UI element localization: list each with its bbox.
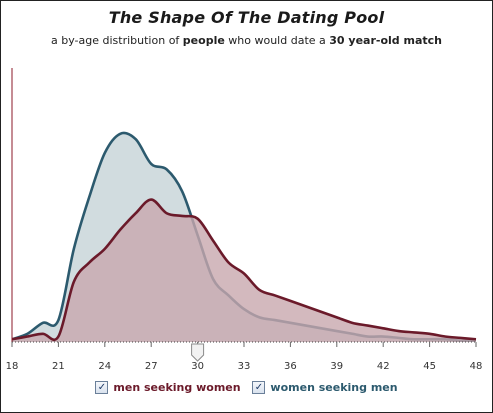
legend-item-men[interactable]: ✓ men seeking women [95, 381, 241, 394]
x-tick-label: 48 [470, 361, 483, 372]
x-tick-label: 42 [377, 361, 390, 372]
checkbox-women-seeking-men[interactable]: ✓ [252, 381, 266, 394]
x-tick-label: 21 [52, 361, 65, 372]
chart-title: The Shape Of The Dating Pool [108, 8, 385, 27]
legend-label-women: women seeking men [270, 381, 398, 394]
legend-item-women[interactable]: ✓ women seeking men [252, 381, 398, 394]
legend: ✓ men seeking women ✓ women seeking men [0, 380, 493, 394]
age-slider[interactable] [191, 343, 205, 362]
subtitle-bold-1: people [182, 34, 225, 47]
area-fill-men [12, 199, 476, 342]
subtitle-text-2: who would date a [224, 34, 330, 47]
x-tick-label: 39 [330, 361, 343, 372]
x-tick-label: 36 [284, 361, 297, 372]
series-areas [11, 131, 477, 343]
subtitle-bold-2: 30 year-old match [329, 34, 442, 47]
x-tick-label: 24 [98, 361, 111, 372]
slider-handle[interactable] [191, 343, 205, 362]
x-axis-ticks: 18 21 24 27 30 33 36 39 42 45 48 [6, 342, 483, 372]
subtitle-text-1: a by-age distribution of [51, 34, 183, 47]
x-tick-label: 27 [145, 361, 158, 372]
checkbox-men-seeking-women[interactable]: ✓ [95, 381, 109, 394]
x-tick-label: 30 [191, 361, 204, 372]
chart-subtitle: a by-age distribution of people who woul… [0, 34, 493, 47]
legend-label-men: men seeking women [113, 381, 241, 394]
series-line-men [11, 198, 477, 342]
x-tick-label: 18 [6, 361, 19, 372]
x-tick-label: 33 [238, 361, 251, 372]
x-tick-label: 45 [423, 361, 436, 372]
